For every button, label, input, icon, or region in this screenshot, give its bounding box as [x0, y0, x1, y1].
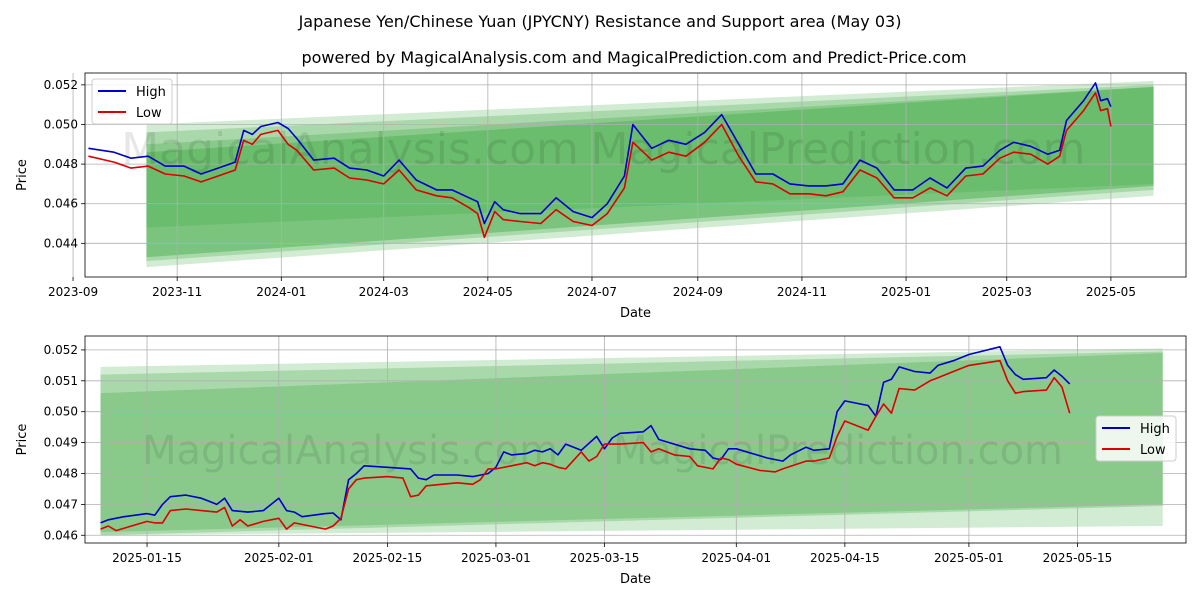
x-tick-label: 2025-01 — [881, 285, 931, 299]
plot-frame — [84, 72, 1187, 278]
y-tick-label: 0.051 — [44, 374, 78, 388]
legend-label-low: Low — [136, 106, 162, 121]
x-tick-label: 2024-03 — [359, 285, 409, 299]
x-tick-label: 2025-03-15 — [570, 551, 640, 565]
x-tick-label: 2025-03 — [982, 285, 1032, 299]
x-tick-label: 2023-09 — [48, 285, 98, 299]
y-tick-label: 0.046 — [44, 197, 78, 211]
x-tick-label: 2025-05-01 — [934, 551, 1004, 565]
chart-subtitle: powered by MagicalAnalysis.com and Magic… — [301, 48, 966, 67]
legend-label-high: High — [1140, 422, 1170, 437]
x-axis-label: Date — [620, 572, 651, 587]
y-tick-label: 0.048 — [44, 466, 78, 480]
top-chart-panel: 2023-09 2023-11 2024-01 2024-03 2024-05 2024-… — [15, 72, 1187, 321]
legend-label-high: High — [136, 85, 166, 100]
series-line-high — [88, 82, 1112, 225]
legend: High Low — [1095, 415, 1177, 462]
x-tick-label: 2024-09 — [673, 285, 723, 299]
x-tick-label: 2025-02-15 — [353, 551, 423, 565]
y-axis-label: Price — [15, 159, 30, 191]
x-axis-label: Date — [620, 306, 651, 321]
x-tick-label: 2025-01-15 — [112, 551, 182, 565]
y-tick-label: 0.050 — [44, 405, 78, 419]
series-line-high — [100, 346, 1071, 524]
y-tick-label: 0.052 — [44, 343, 78, 357]
y-tick-label: 0.047 — [44, 497, 78, 511]
x-tick-label: 2024-07 — [567, 285, 617, 299]
bottom-chart-panel: 2025-01-15 2025-02-01 2025-02-15 2025-03-01… — [15, 335, 1187, 587]
y-tick-label: 0.049 — [44, 436, 78, 450]
x-tick-label: 2025-05 — [1086, 285, 1136, 299]
y-tick-label: 0.046 — [44, 528, 78, 542]
x-tick-label: 2025-04-15 — [810, 551, 880, 565]
y-tick-label: 0.050 — [44, 117, 78, 131]
watermark-magicalanalysis: MagicalAnalysis.com — [142, 428, 558, 474]
x-tick-label: 2025-04-01 — [701, 551, 771, 565]
watermark-magicalanalysis: MagicalAnalysis.com — [121, 124, 579, 175]
x-tick-label: 2025-02-01 — [244, 551, 314, 565]
legend: High Low — [91, 78, 173, 125]
series-line-low — [88, 92, 1112, 239]
plot-frame — [84, 335, 1187, 544]
x-tick-label: 2025-05-15 — [1043, 551, 1113, 565]
support-resistance-band-4 — [146, 86, 1154, 258]
x-tick-label: 2024-05 — [463, 285, 513, 299]
x-tick-label: 2024-11 — [777, 285, 827, 299]
x-tick-label: 2023-11 — [152, 285, 202, 299]
watermark-magicalprediction: MagicalPrediction.com — [591, 124, 1086, 175]
x-tick-label: 2025-03-01 — [461, 551, 531, 565]
x-tick-label: 2024-01 — [256, 285, 306, 299]
y-tick-label: 0.052 — [44, 78, 78, 92]
legend-label-low: Low — [1140, 443, 1166, 458]
y-tick-label: 0.044 — [44, 236, 78, 250]
y-tick-label: 0.048 — [44, 157, 78, 171]
chart-title: Japanese Yen/Chinese Yuan (JPYCNY) Resis… — [298, 12, 902, 31]
y-axis-label: Price — [15, 424, 30, 456]
series-line-low — [100, 359, 1071, 532]
